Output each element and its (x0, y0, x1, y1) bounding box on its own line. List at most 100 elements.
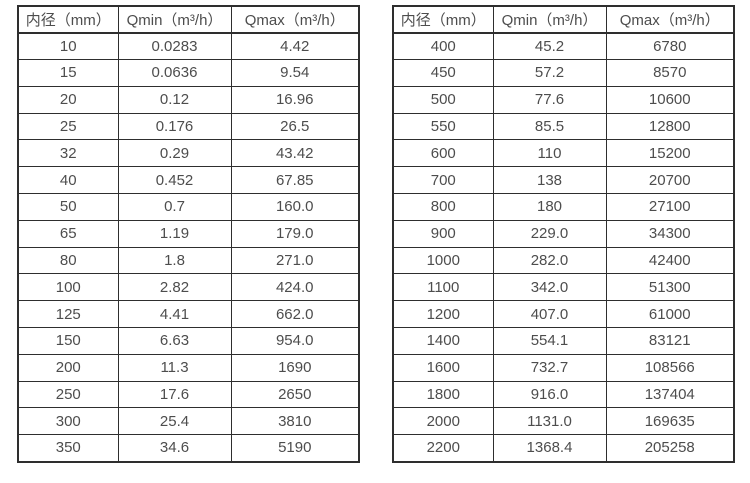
table-cell: 3810 (230, 407, 360, 436)
column-header: 内径（mm） (17, 5, 119, 34)
table-cell: 108566 (605, 353, 735, 382)
table-cell: 10600 (605, 85, 735, 114)
table-cell: 138 (492, 166, 607, 195)
table-cell: 77.6 (492, 85, 607, 114)
table-cell: 11.3 (117, 353, 232, 382)
table-row: 800 180 27100 (392, 193, 735, 221)
table-row: 50 0.7 160.0 (17, 193, 360, 221)
table-cell: 61000 (605, 300, 735, 329)
table-cell: 83121 (605, 327, 735, 355)
table-cell: 250 (17, 380, 119, 409)
table-cell: 40 (17, 166, 119, 195)
table-cell: 800 (392, 193, 494, 221)
table-cell: 2650 (230, 380, 360, 409)
table-cell: 400 (392, 32, 494, 61)
table-cell: 17.6 (117, 380, 232, 409)
table-cell: 0.0283 (117, 32, 232, 61)
table-row: 300 25.4 3810 (17, 407, 360, 436)
table-cell: 20700 (605, 166, 735, 195)
table-cell: 5190 (230, 434, 360, 463)
table-cell: 2000 (392, 407, 494, 436)
table-cell: 1600 (392, 353, 494, 382)
table-cell: 1200 (392, 300, 494, 329)
table-cell: 1400 (392, 327, 494, 355)
table-cell: 271.0 (230, 246, 360, 275)
table-cell: 137404 (605, 380, 735, 409)
table-cell: 51300 (605, 273, 735, 302)
table-cell: 67.85 (230, 166, 360, 195)
table-cell: 15 (17, 59, 119, 87)
table-row: 400 45.2 6780 (392, 32, 735, 61)
table-cell: 1000 (392, 246, 494, 275)
table-cell: 600 (392, 139, 494, 168)
table-cell: 0.7 (117, 193, 232, 221)
table-row: 600 110 15200 (392, 139, 735, 168)
table-cell: 200 (17, 353, 119, 382)
table-cell: 26.5 (230, 112, 360, 141)
table-cell: 916.0 (492, 380, 607, 409)
table-cell: 27100 (605, 193, 735, 221)
column-header: Qmin（m³/h） (117, 5, 232, 34)
table-cell: 169635 (605, 407, 735, 436)
flow-spec-table-left: 内径（mm） Qmin（m³/h） Qmax（m³/h） 10 0.0283 4.42 1… (17, 5, 360, 463)
table-cell: 42400 (605, 246, 735, 275)
table-cell: 700 (392, 166, 494, 195)
table-cell: 15200 (605, 139, 735, 168)
column-header: Qmin（m³/h） (492, 5, 607, 34)
table-cell: 57.2 (492, 59, 607, 87)
table-cell: 1800 (392, 380, 494, 409)
table-cell: 179.0 (230, 219, 360, 248)
table-row: 450 57.2 8570 (392, 59, 735, 87)
table-row: 250 17.6 2650 (17, 380, 360, 409)
table-row: 25 0.176 26.5 (17, 112, 360, 141)
table-row: 100 2.82 424.0 (17, 273, 360, 302)
table-cell: 4.42 (230, 32, 360, 61)
table-cell: 6.63 (117, 327, 232, 355)
table-cell: 110 (492, 139, 607, 168)
table-cell: 4.41 (117, 300, 232, 329)
table-row: 900 229.0 34300 (392, 219, 735, 248)
table-row: 200 11.3 1690 (17, 353, 360, 382)
table-cell: 25 (17, 112, 119, 141)
table-cell: 1690 (230, 353, 360, 382)
table-cell: 550 (392, 112, 494, 141)
table-row: 1600 732.7 108566 (392, 353, 735, 382)
table-cell: 10 (17, 32, 119, 61)
table-cell: 20 (17, 85, 119, 114)
table-cell: 350 (17, 434, 119, 463)
table-cell: 50 (17, 193, 119, 221)
table-row: 40 0.452 67.85 (17, 166, 360, 195)
table-cell: 16.96 (230, 85, 360, 114)
table-cell: 65 (17, 219, 119, 248)
table-row: 125 4.41 662.0 (17, 300, 360, 329)
table-cell: 1.8 (117, 246, 232, 275)
table-cell: 85.5 (492, 112, 607, 141)
table-cell: 160.0 (230, 193, 360, 221)
table-cell: 43.42 (230, 139, 360, 168)
table-cell: 342.0 (492, 273, 607, 302)
table-cell: 180 (492, 193, 607, 221)
column-header: Qmax（m³/h） (230, 5, 360, 34)
column-header: 内径（mm） (392, 5, 494, 34)
table-row: 1400 554.1 83121 (392, 327, 735, 355)
table-cell: 1100 (392, 273, 494, 302)
table-cell: 662.0 (230, 300, 360, 329)
table-cell: 1131.0 (492, 407, 607, 436)
table-cell: 0.29 (117, 139, 232, 168)
table-row: 10 0.0283 4.42 (17, 32, 360, 61)
table-row: 80 1.8 271.0 (17, 246, 360, 275)
table-row: 1800 916.0 137404 (392, 380, 735, 409)
table-cell: 1368.4 (492, 434, 607, 463)
table-cell: 12800 (605, 112, 735, 141)
table-cell: 0.0636 (117, 59, 232, 87)
flow-spec-table-right: 内径（mm） Qmin（m³/h） Qmax（m³/h） 400 45.2 6780 45… (392, 5, 735, 463)
table-cell: 300 (17, 407, 119, 436)
table-row: 65 1.19 179.0 (17, 219, 360, 248)
table-row: 500 77.6 10600 (392, 85, 735, 114)
table-cell: 2.82 (117, 273, 232, 302)
table-row: 15 0.0636 9.54 (17, 59, 360, 87)
table-row: 20 0.12 16.96 (17, 85, 360, 114)
table-row: 32 0.29 43.42 (17, 139, 360, 168)
table-cell: 9.54 (230, 59, 360, 87)
